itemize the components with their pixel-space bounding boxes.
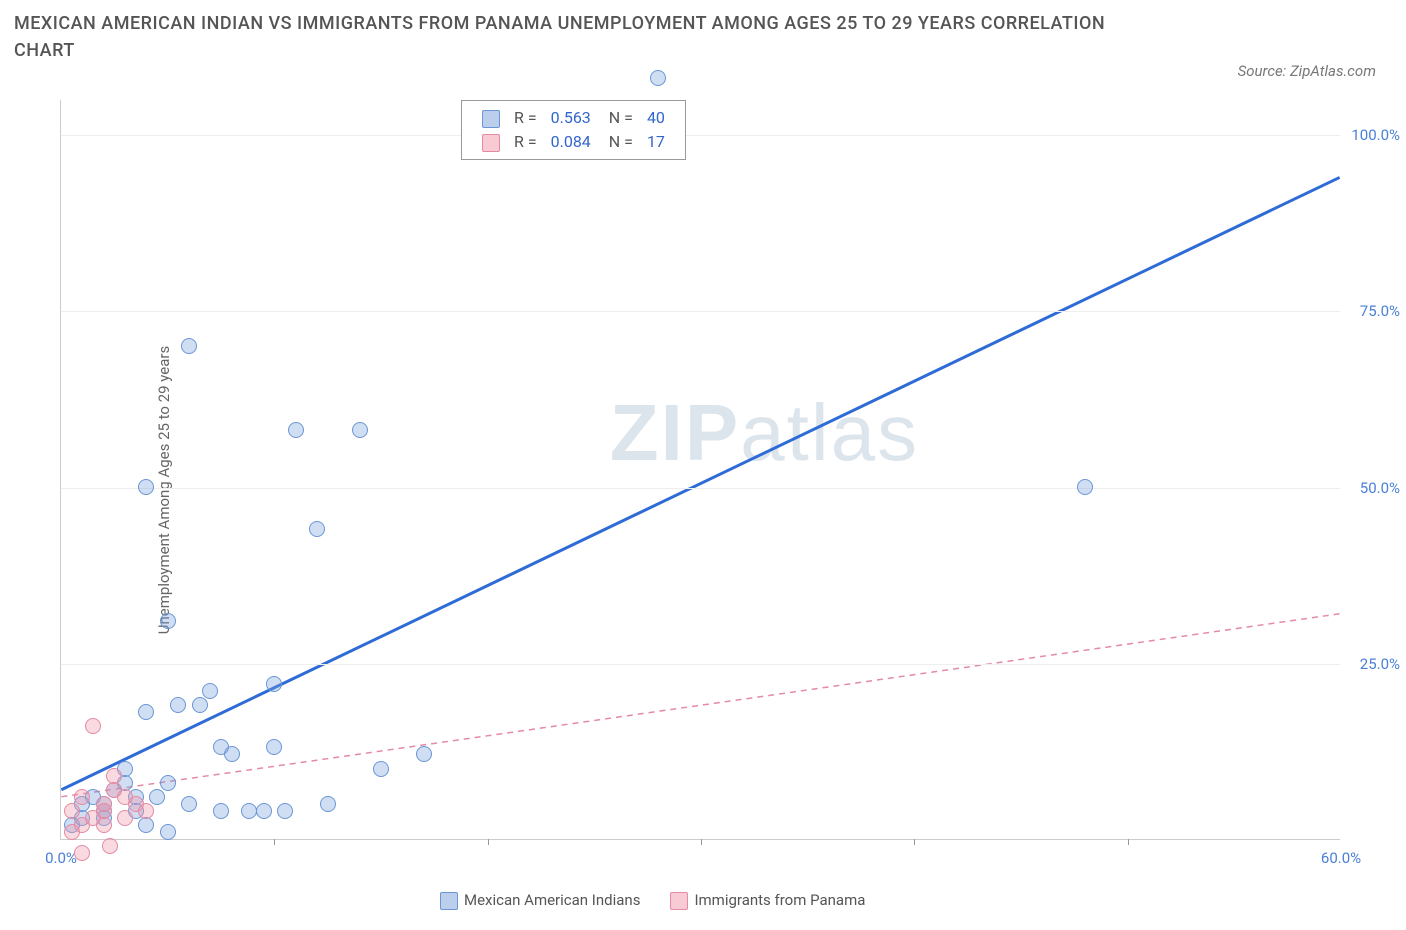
scatter-point bbox=[256, 803, 272, 819]
legend-r-label: R = bbox=[508, 107, 543, 129]
legend-r-value: 0.084 bbox=[545, 131, 597, 153]
legend-n-label: N = bbox=[599, 131, 639, 153]
legend-swatch bbox=[670, 892, 688, 910]
plot-area: ZIPatlas R =0.563 N =40R =0.084 N =17 25… bbox=[60, 100, 1340, 840]
scatter-point bbox=[320, 796, 336, 812]
x-tick-minor bbox=[488, 839, 489, 845]
source-attribution: Source: ZipAtlas.com bbox=[1238, 62, 1376, 80]
gridline-h bbox=[61, 135, 1340, 136]
scatter-point bbox=[160, 775, 176, 791]
scatter-point bbox=[138, 817, 154, 833]
scatter-point bbox=[181, 796, 197, 812]
scatter-point bbox=[192, 697, 208, 713]
scatter-point bbox=[149, 789, 165, 805]
scatter-point bbox=[74, 789, 90, 805]
watermark: ZIPatlas bbox=[610, 387, 919, 479]
scatter-point bbox=[241, 803, 257, 819]
scatter-point bbox=[352, 422, 368, 438]
scatter-point bbox=[160, 613, 176, 629]
scatter-point bbox=[106, 768, 122, 784]
scatter-point bbox=[288, 422, 304, 438]
legend-stats: R =0.563 N =40 R =0.084 N =17 bbox=[461, 100, 686, 160]
legend-n-value: 17 bbox=[641, 131, 671, 153]
gridline-h bbox=[61, 488, 1340, 489]
scatter-point bbox=[266, 739, 282, 755]
scatter-point bbox=[650, 70, 666, 86]
x-tick-label: 60.0% bbox=[1321, 849, 1361, 867]
x-tick-minor bbox=[274, 839, 275, 845]
scatter-point bbox=[1077, 479, 1093, 495]
scatter-point bbox=[373, 761, 389, 777]
scatter-point bbox=[277, 803, 293, 819]
legend-r-value: 0.563 bbox=[545, 107, 597, 129]
x-tick-minor bbox=[1128, 839, 1129, 845]
scatter-point bbox=[213, 803, 229, 819]
legend-swatch bbox=[440, 892, 458, 910]
scatter-point bbox=[202, 683, 218, 699]
y-tick-label: 75.0% bbox=[1360, 302, 1400, 320]
scatter-point bbox=[160, 824, 176, 840]
scatter-point bbox=[74, 845, 90, 861]
scatter-point bbox=[117, 810, 133, 826]
trend-lines bbox=[61, 100, 1340, 839]
legend-swatch bbox=[482, 110, 500, 128]
scatter-point bbox=[96, 796, 112, 812]
gridline-h bbox=[61, 664, 1340, 665]
scatter-point bbox=[85, 718, 101, 734]
scatter-point bbox=[102, 838, 118, 854]
scatter-point bbox=[170, 697, 186, 713]
y-tick-label: 50.0% bbox=[1360, 479, 1400, 497]
y-tick-label: 100.0% bbox=[1351, 126, 1400, 144]
legend-item: Mexican American Indians bbox=[440, 891, 640, 909]
scatter-point bbox=[96, 817, 112, 833]
scatter-point bbox=[64, 803, 80, 819]
scatter-point bbox=[224, 746, 240, 762]
legend-n-label: N = bbox=[599, 107, 639, 129]
scatter-point bbox=[181, 338, 197, 354]
scatter-point bbox=[138, 479, 154, 495]
legend-swatch bbox=[482, 134, 500, 152]
chart-title: MEXICAN AMERICAN INDIAN VS IMMIGRANTS FR… bbox=[14, 10, 1114, 64]
chart-container: Unemployment Among Ages 25 to 29 years Z… bbox=[60, 100, 1380, 880]
legend-r-label: R = bbox=[508, 131, 543, 153]
x-tick-minor bbox=[914, 839, 915, 845]
y-tick-label: 25.0% bbox=[1360, 655, 1400, 673]
legend-series: Mexican American Indians Immigrants from … bbox=[440, 891, 895, 910]
scatter-point bbox=[309, 521, 325, 537]
gridline-h bbox=[61, 311, 1340, 312]
x-tick-minor bbox=[701, 839, 702, 845]
legend-item: Immigrants from Panama bbox=[670, 891, 865, 909]
scatter-point bbox=[138, 704, 154, 720]
scatter-point bbox=[138, 803, 154, 819]
x-tick-label: 0.0% bbox=[45, 849, 77, 867]
legend-n-value: 40 bbox=[641, 107, 671, 129]
scatter-point bbox=[266, 676, 282, 692]
scatter-point bbox=[416, 746, 432, 762]
